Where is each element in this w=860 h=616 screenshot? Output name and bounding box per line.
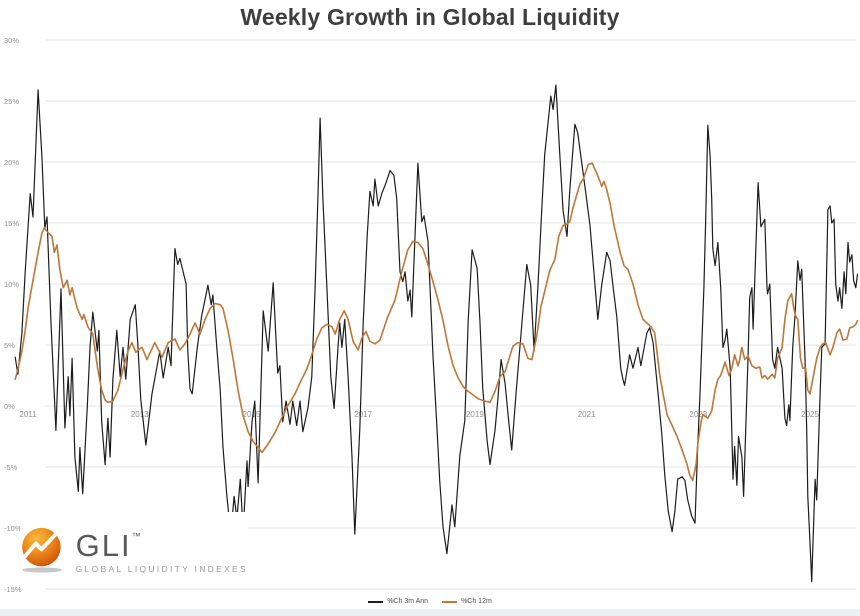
bottom-bar: [0, 609, 860, 616]
x-tick-label-2025: 2025: [801, 410, 819, 419]
gli-logo-globe-icon: [22, 527, 63, 573]
series-line-12m: [14, 162, 859, 482]
logo-subtext: GLOBAL LIQUIDITY INDEXES: [75, 563, 248, 574]
logo-zigzag-chart-icon: [23, 532, 58, 559]
legend-item-3m-ann: %Ch 3m Ann: [368, 598, 428, 605]
x-tick-label-2019: 2019: [466, 410, 484, 419]
x-tick-label-2015: 2015: [243, 410, 261, 419]
series-line-3m-ann: [14, 84, 859, 583]
y-tick-label: -5%: [4, 463, 18, 472]
logo-shadow: [22, 567, 63, 573]
y-tick-label: 30%: [4, 36, 19, 45]
x-tick-label-2013: 2013: [131, 410, 149, 419]
y-tick-label: -15%: [4, 585, 22, 594]
y-tick-label: 15%: [4, 219, 19, 228]
x-tick-label-2011: 2011: [19, 410, 37, 419]
y-tick-label: 0%: [4, 402, 15, 411]
chart-legend: %Ch 3m Ann %Ch 12m: [0, 598, 860, 605]
y-tick-label: 5%: [4, 341, 15, 350]
logo-wordmark: GLI™: [75, 527, 248, 563]
legend-swatch-12m: [442, 600, 458, 603]
x-tick-label-2017: 2017: [354, 410, 372, 419]
legend-swatch-3m-ann: [368, 600, 384, 603]
gli-logo: GLI™ GLOBAL LIQUIDITY INDEXES: [20, 512, 248, 588]
logo-gli-text: GLI: [75, 527, 132, 563]
y-tick-label: 20%: [4, 158, 19, 167]
logo-trademark: ™: [131, 530, 143, 541]
chart-title: Weekly Growth in Global Liquidity: [240, 4, 620, 30]
y-tick-label: 10%: [4, 280, 19, 289]
x-tick-label-2021: 2021: [578, 410, 596, 419]
legend-label-12m: %Ch 12m: [461, 598, 492, 605]
y-tick-label: 25%: [4, 97, 19, 106]
legend-item-12m: %Ch 12m: [442, 598, 492, 605]
y-tick-label: -10%: [4, 524, 22, 533]
legend-label-3m-ann: %Ch 3m Ann: [387, 598, 429, 605]
